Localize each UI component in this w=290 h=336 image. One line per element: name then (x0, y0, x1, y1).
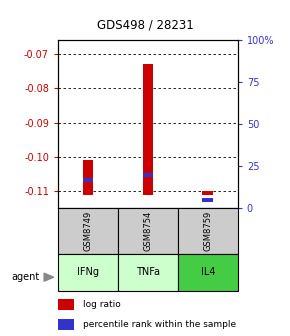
Bar (58, 319, 74, 330)
Text: log ratio: log ratio (83, 300, 121, 309)
Text: percentile rank within the sample: percentile rank within the sample (83, 320, 236, 329)
Bar (58, 299, 74, 310)
Bar (58, 208, 118, 254)
Text: GSM8749: GSM8749 (84, 211, 93, 251)
Bar (178, 208, 238, 254)
Text: IFNg: IFNg (77, 267, 99, 277)
Bar (142, 64, 153, 195)
Bar (202, 198, 213, 202)
Text: GSM8759: GSM8759 (203, 211, 212, 251)
Polygon shape (44, 273, 54, 281)
Bar (83, 178, 93, 182)
Bar (202, 191, 213, 195)
Text: agent: agent (12, 272, 40, 282)
Bar (142, 173, 153, 177)
Text: GSM8754: GSM8754 (143, 211, 153, 251)
Bar (178, 254, 238, 291)
Text: GDS498 / 28231: GDS498 / 28231 (97, 19, 193, 32)
Bar (118, 208, 178, 254)
Bar (118, 254, 178, 291)
Bar (58, 254, 118, 291)
Text: TNFa: TNFa (136, 267, 160, 277)
Text: IL4: IL4 (201, 267, 215, 277)
Bar (83, 160, 93, 195)
